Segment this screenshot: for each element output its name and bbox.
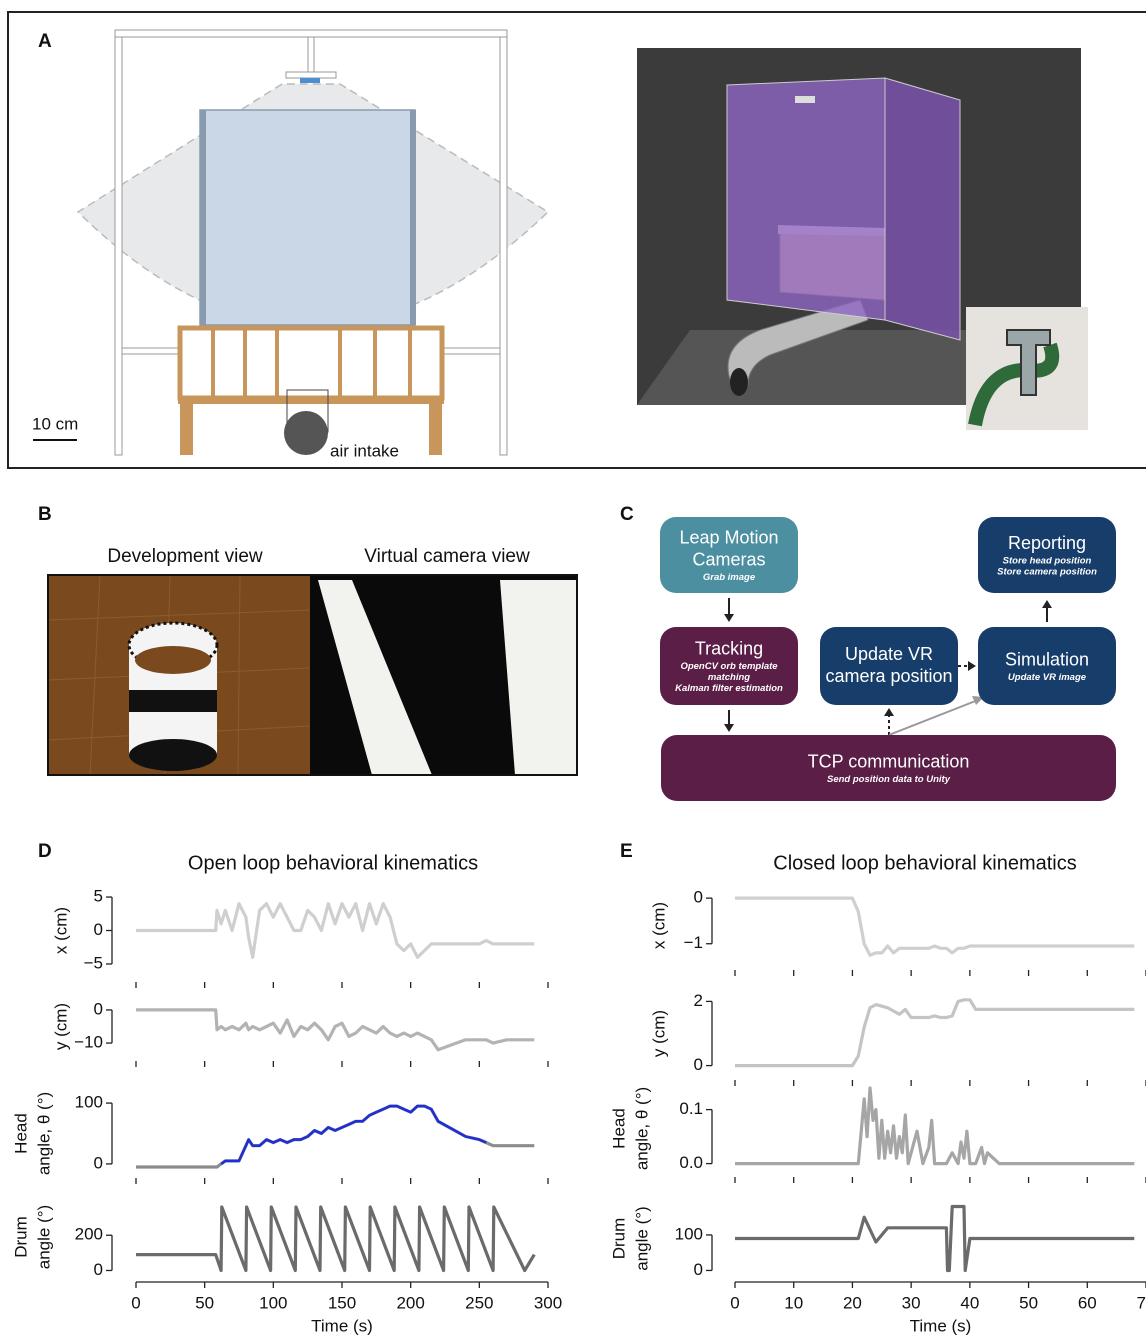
panel-label: E [620,841,633,862]
y-axis-label: Head [11,1113,30,1154]
y-tick-label: −5 [84,953,103,972]
chart-title: Open loop behavioral kinematics [188,852,478,874]
x-tick-label: 0 [131,1293,140,1312]
render-image [637,48,1088,430]
y-tick-label: −1 [684,933,703,952]
data-line [735,1000,1134,1066]
node-subtitle: Send position data to Unity [827,774,951,785]
x-tick-label: 150 [328,1293,356,1312]
y-axis-label: y (cm) [51,1003,70,1050]
y-tick-label: 0.0 [679,1153,703,1172]
node-title: TCP communication [808,751,970,771]
scale-bar-label: 10 cm [32,414,78,433]
x-tick-label: 100 [259,1293,287,1312]
y-axis-label: Drum [11,1216,30,1258]
y-tick-label: 200 [75,1225,103,1244]
y-axis-label: x (cm) [649,902,668,949]
node-subtitle: Store head position [1003,556,1092,567]
y-axis-label: angle (°) [34,1205,53,1269]
y-axis-label: angle, θ (°) [34,1092,53,1175]
node-title: camera position [825,666,952,686]
panel-label: A [38,31,52,52]
y-axis-label: angle, θ (°) [632,1087,651,1170]
x-tick-label: 70 [1137,1293,1146,1312]
y-tick-label: 2 [694,991,703,1010]
y-axis-label: x (cm) [51,907,70,954]
vr-images [48,575,577,775]
x-axis-label: Time (s) [910,1316,972,1335]
panel-label: B [38,504,52,525]
rig-drawing [33,30,548,455]
y-tick-label: 0 [94,1153,103,1172]
x-tick-label: 300 [534,1293,562,1312]
y-tick-label: 0 [94,1260,103,1279]
x-tick-label: 50 [195,1293,214,1312]
node-subtitle: Grab image [703,572,756,583]
data-line [735,1088,1134,1164]
node-title: Simulation [1005,649,1089,669]
node-subtitle: matching [708,672,750,683]
air-intake-label: air intake [330,441,399,460]
data-line [221,1106,486,1164]
y-tick-label: 100 [675,1224,703,1243]
node-subtitle: Store camera position [997,567,1097,578]
node-title: Cameras [692,549,765,569]
x-tick-label: 40 [960,1293,979,1312]
y-tick-label: 0 [694,1055,703,1074]
data-line [136,1106,534,1167]
panel-label: D [38,841,52,862]
y-tick-label: −10 [74,1033,103,1052]
node-subtitle: Kalman filter estimation [675,683,783,694]
y-tick-label: 100 [75,1093,103,1112]
x-tick-label: 50 [1019,1293,1038,1312]
x-tick-label: 250 [465,1293,493,1312]
x-tick-label: 10 [784,1293,803,1312]
y-axis-label: Drum [609,1218,628,1260]
y-tick-label: 0 [94,920,103,939]
node-subtitle: Update VR image [1008,672,1087,683]
y-axis-label: y (cm) [649,1010,668,1057]
virtual-camera-title: Virtual camera view [364,546,530,567]
panel-label: C [620,504,634,525]
data-line [136,1010,534,1050]
y-axis-label: angle (°) [632,1206,651,1270]
y-tick-label: 0 [694,1260,703,1279]
x-tick-label: 30 [902,1293,921,1312]
node-title: Reporting [1008,533,1086,553]
data-line [735,1207,1134,1271]
y-tick-label: 0.1 [679,1099,703,1118]
x-axis-label: Time (s) [311,1316,373,1335]
development-view-title: Development view [107,546,263,567]
x-tick-label: 20 [843,1293,862,1312]
x-tick-label: 60 [1078,1293,1097,1312]
y-tick-label: 0 [694,888,703,907]
figure: 10 cm air intake Development view Virtua… [0,0,1146,1337]
data-line [136,904,534,958]
y-tick-label: 5 [94,887,103,906]
y-axis-label: Head [609,1108,628,1149]
data-line [735,898,1134,955]
node-title: Tracking [695,638,763,658]
node-subtitle: OpenCV orb template [680,661,778,672]
y-tick-label: 0 [94,999,103,1018]
node-title: Update VR [845,644,933,664]
x-tick-label: 0 [730,1293,739,1312]
x-tick-label: 200 [396,1293,424,1312]
data-line [136,1207,534,1271]
chart-title: Closed loop behavioral kinematics [773,852,1077,874]
node-title: Leap Motion [679,527,778,547]
